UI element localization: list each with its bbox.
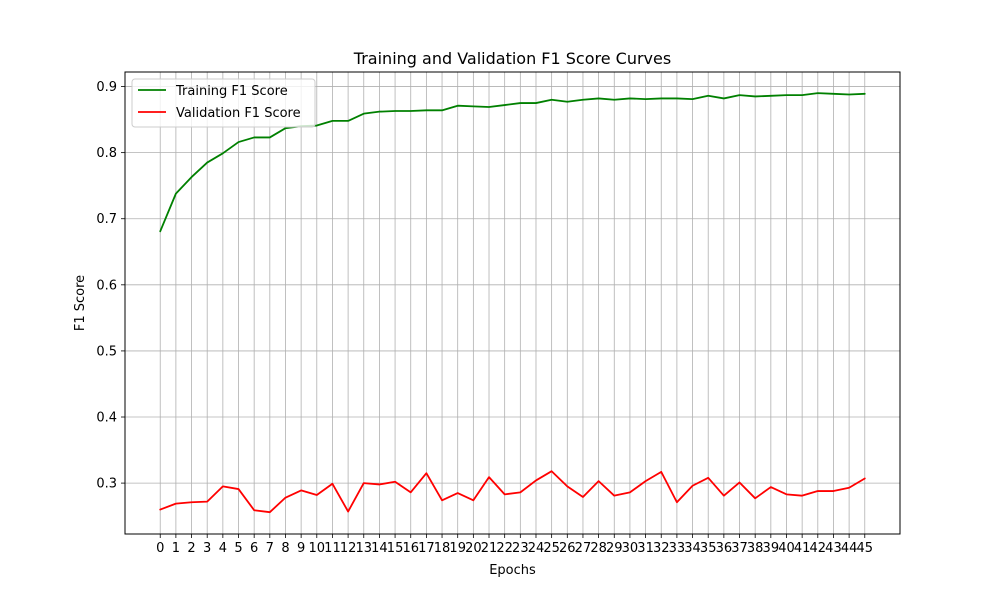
x-tick-label: 18 xyxy=(434,541,451,556)
legend: Training F1 Score Validation F1 Score xyxy=(131,78,316,128)
y-tick-labels: 0.3 0.4 0.5 0.6 0.7 0.8 0.9 xyxy=(96,80,125,492)
x-tick-label: 0 xyxy=(156,541,164,556)
x-tick-label: 8 xyxy=(281,541,289,556)
x-tick-label: 7 xyxy=(266,541,274,556)
x-tick-label: 19 xyxy=(449,541,466,556)
x-tick-label: 41 xyxy=(794,541,811,556)
x-tick-label: 14 xyxy=(371,541,388,556)
x-tick-label: 24 xyxy=(528,541,545,556)
x-tick-label: 17 xyxy=(418,541,435,556)
y-tick-label: 0.9 xyxy=(96,80,117,95)
x-tick-labels: 0 1 2 3 4 5 6 7 8 9 10 11 12 13 14 15 16 17 18 19 20 21 22 23 24… xyxy=(156,534,873,556)
y-tick-label: 0.8 xyxy=(96,146,117,161)
x-tick-label: 21 xyxy=(481,541,498,556)
x-tick-label: 9 xyxy=(297,541,305,556)
x-tick-label: 13 xyxy=(355,541,372,556)
x-tick-label: 32 xyxy=(653,541,670,556)
legend-label-training: Training F1 Score xyxy=(175,84,288,99)
y-tick-label: 0.4 xyxy=(96,411,117,426)
x-tick-label: 36 xyxy=(716,541,733,556)
x-tick-label: 6 xyxy=(250,541,258,556)
y-tick-label: 0.3 xyxy=(96,477,117,492)
x-tick-label: 37 xyxy=(731,541,748,556)
x-tick-label: 31 xyxy=(637,541,654,556)
x-tick-label: 12 xyxy=(340,541,357,556)
x-tick-label: 1 xyxy=(172,541,180,556)
x-tick-label: 26 xyxy=(559,541,576,556)
x-tick-label: 25 xyxy=(543,541,560,556)
x-tick-label: 33 xyxy=(669,541,686,556)
y-tick-label: 0.6 xyxy=(96,278,117,293)
series-line-training-f1-score xyxy=(159,92,866,233)
x-tick-label: 4 xyxy=(219,541,227,556)
x-tick-label: 43 xyxy=(825,541,842,556)
x-tick-label: 39 xyxy=(763,541,780,556)
x-tick-label: 3 xyxy=(203,541,211,556)
x-tick-label: 42 xyxy=(810,541,827,556)
axes-layer xyxy=(124,71,901,535)
x-tick-label: 27 xyxy=(575,541,592,556)
x-tick-label: 38 xyxy=(747,541,764,556)
series-line-validation-f1-score xyxy=(159,470,866,514)
x-tick-label: 34 xyxy=(684,541,701,556)
legend-box xyxy=(131,78,316,128)
x-tick-label: 15 xyxy=(387,541,404,556)
y-tick-label: 0.5 xyxy=(96,344,117,359)
series-layer xyxy=(159,92,866,514)
x-tick-label: 2 xyxy=(187,541,195,556)
grid-layer xyxy=(125,72,900,534)
x-tick-label: 20 xyxy=(465,541,482,556)
y-axis-label: F1 Score xyxy=(73,275,88,331)
x-tick-label: 40 xyxy=(778,541,795,556)
x-tick-label: 22 xyxy=(496,541,513,556)
plot-frame xyxy=(124,71,901,535)
x-tick-label: 23 xyxy=(512,541,529,556)
x-tick-label: 11 xyxy=(324,541,341,556)
x-tick-label: 10 xyxy=(309,541,326,556)
x-tick-label: 30 xyxy=(622,541,639,556)
x-tick-label: 45 xyxy=(856,541,873,556)
x-tick-label: 44 xyxy=(841,541,858,556)
x-tick-label: 16 xyxy=(402,541,419,556)
y-tick-label: 0.7 xyxy=(96,212,117,227)
x-tick-label: 35 xyxy=(700,541,717,556)
legend-label-validation: Validation F1 Score xyxy=(176,106,301,121)
x-tick-label: 28 xyxy=(590,541,607,556)
x-tick-label: 5 xyxy=(234,541,242,556)
x-tick-label: 29 xyxy=(606,541,623,556)
x-axis-label: Epochs xyxy=(489,563,536,578)
chart-title: Training and Validation F1 Score Curves xyxy=(353,49,671,68)
